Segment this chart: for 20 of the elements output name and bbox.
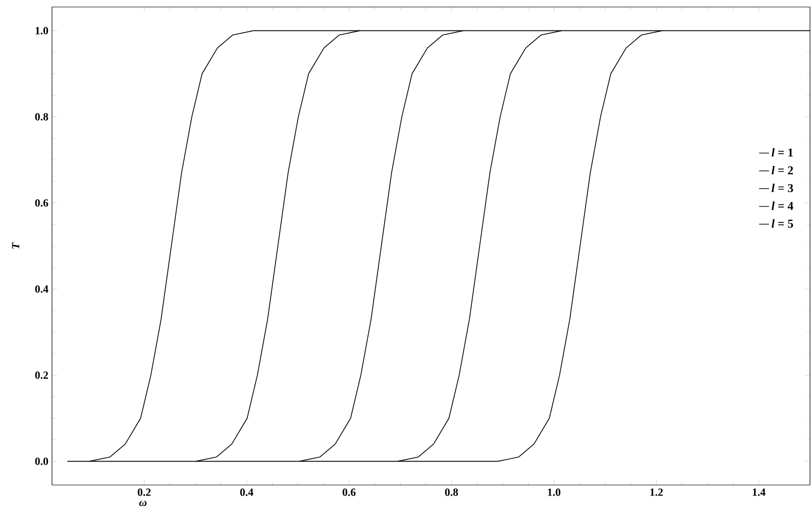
legend-label: l = 1 — [772, 148, 793, 156]
x-tick-label: 1.0 — [548, 488, 560, 496]
y-tick-label: 0.6 — [35, 199, 48, 207]
x-tick-label: 1.4 — [752, 488, 766, 496]
x-tick-label: 0.2 — [138, 488, 151, 496]
y-tick-label: 0.8 — [35, 113, 48, 121]
x-tick-label: 0.8 — [445, 488, 458, 496]
y-axis-title: T — [12, 242, 20, 249]
y-tick-label: 1.0 — [36, 26, 48, 34]
legend-label: l = 4 — [772, 202, 794, 210]
legend-label: l = 3 — [772, 184, 794, 192]
x-tick-label: 0.6 — [342, 488, 356, 496]
y-tick-label: 0.2 — [35, 371, 48, 379]
legend-label: l = 2 — [772, 166, 793, 174]
x-tick-label: 1.2 — [650, 488, 663, 496]
x-axis-title: ω — [139, 500, 147, 506]
y-tick-label: 0.0 — [35, 458, 48, 466]
y-tick-label: 0.4 — [35, 285, 48, 293]
x-tick-label: 0.4 — [240, 488, 254, 496]
legend-label: l = 5 — [772, 219, 794, 228]
